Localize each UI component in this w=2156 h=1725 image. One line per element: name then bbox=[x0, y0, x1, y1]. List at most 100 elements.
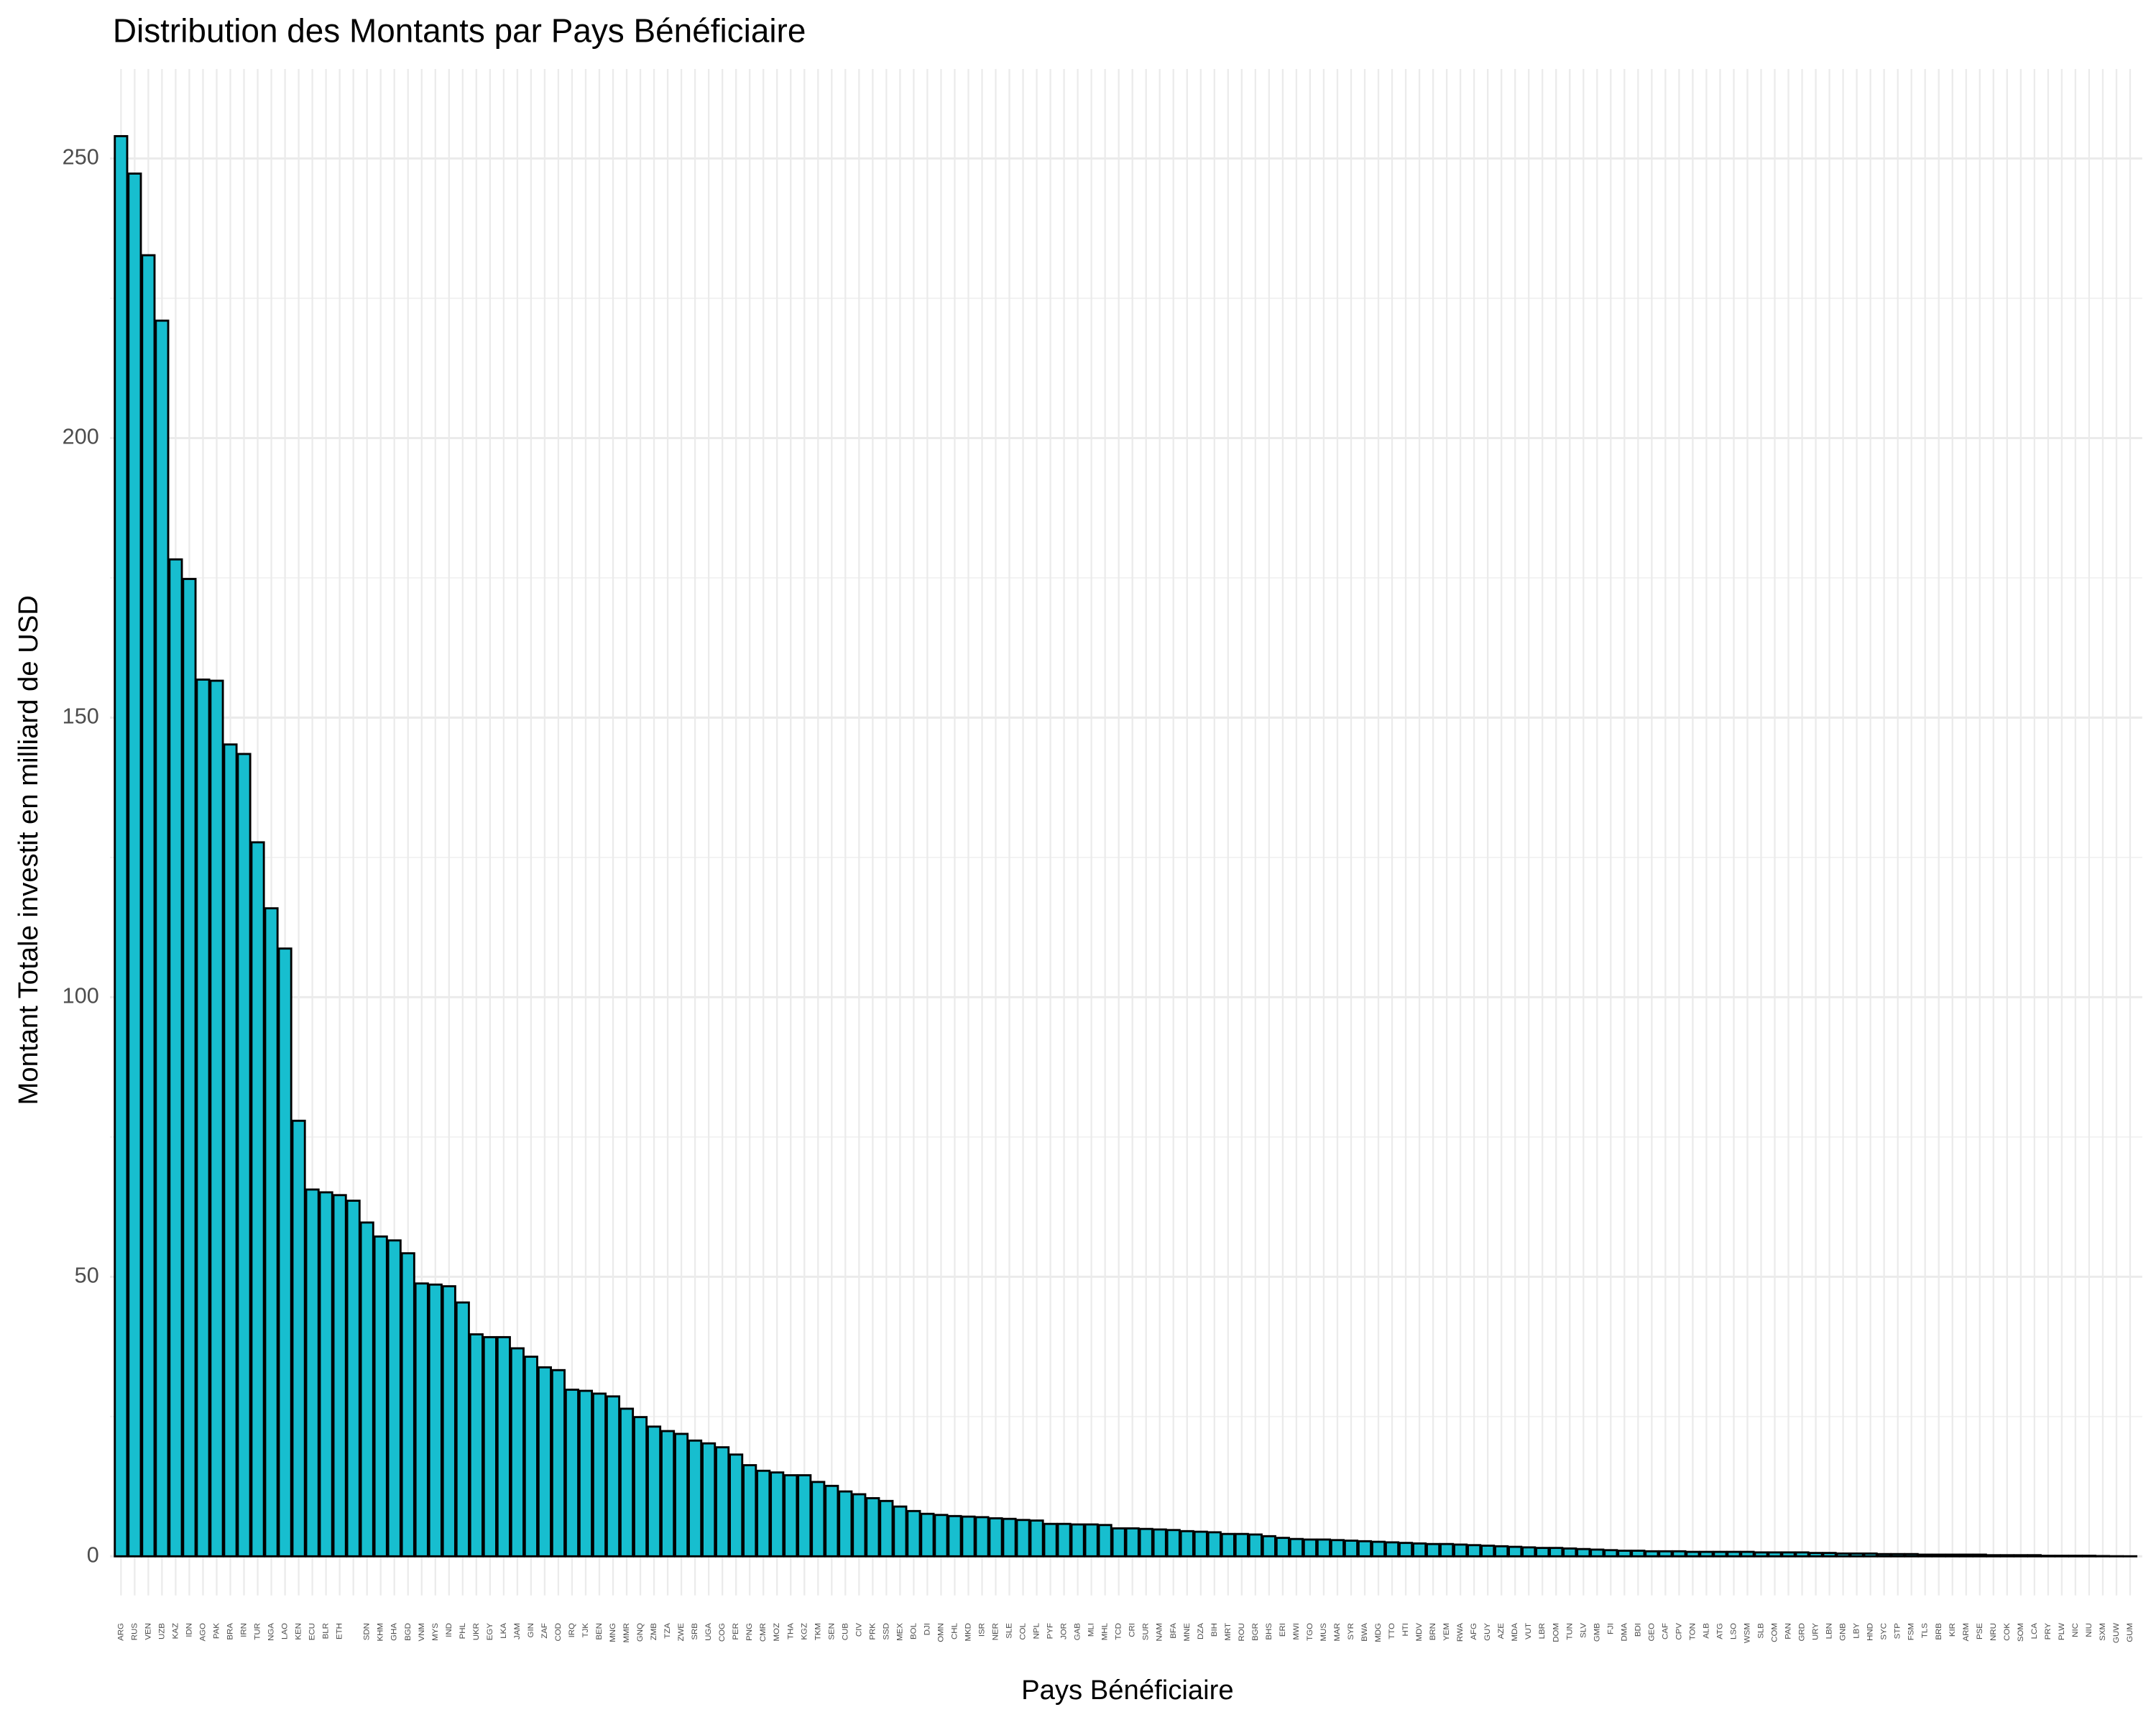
bar bbox=[277, 947, 292, 1558]
bar bbox=[223, 743, 238, 1558]
x-tick-label: LCA bbox=[2030, 1623, 2039, 1639]
x-tick-label: COK bbox=[2003, 1623, 2012, 1641]
bar bbox=[537, 1366, 552, 1558]
x-tick-label: MYS bbox=[431, 1623, 440, 1641]
bar bbox=[2040, 1555, 2055, 1558]
bar bbox=[564, 1389, 580, 1558]
x-tick-label: SLE bbox=[1005, 1623, 1014, 1639]
x-tick-label: SOM bbox=[2017, 1623, 2025, 1642]
x-tick-label: BGD bbox=[404, 1623, 413, 1641]
x-tick-label: BGR bbox=[1251, 1623, 1260, 1641]
x-tick-label: MDA bbox=[1511, 1623, 1519, 1642]
x-tick-label: MDV bbox=[1415, 1623, 1424, 1642]
x-tick-label: MOZ bbox=[773, 1623, 781, 1641]
bar bbox=[1521, 1546, 1537, 1558]
bar bbox=[688, 1439, 703, 1558]
x-tick-label: MDG bbox=[1374, 1623, 1383, 1642]
x-tick-label: NIC bbox=[2071, 1623, 2080, 1637]
bar bbox=[523, 1356, 538, 1558]
x-tick-label: PRY bbox=[2044, 1623, 2053, 1640]
x-tick-label: BFA bbox=[1169, 1623, 1178, 1639]
bar bbox=[2054, 1555, 2069, 1558]
x-tick-label: JAM bbox=[513, 1623, 522, 1639]
x-tick-label: MAR bbox=[1333, 1623, 1342, 1642]
x-tick-label: EGY bbox=[486, 1623, 494, 1641]
bar bbox=[441, 1285, 456, 1558]
x-tick-label: RUS bbox=[130, 1623, 139, 1641]
bar bbox=[838, 1490, 853, 1558]
x-tick-label: PRK bbox=[868, 1623, 877, 1640]
bar bbox=[1207, 1531, 1222, 1558]
x-tick-label: TTO bbox=[1388, 1623, 1396, 1639]
x-tick-label: GRD bbox=[1798, 1623, 1807, 1642]
x-tick-label: SEN bbox=[827, 1623, 836, 1640]
x-tick-label: GAB bbox=[1074, 1623, 1082, 1641]
y-axis-label: Montant Totale investit en milliard de U… bbox=[13, 595, 44, 1105]
x-tick-label: ROU bbox=[1238, 1623, 1246, 1642]
x-tick-label: KGZ bbox=[800, 1623, 808, 1640]
x-tick-label: BDI bbox=[1634, 1623, 1642, 1637]
x-tick-label: ALB bbox=[1702, 1623, 1710, 1639]
x-tick-label: UZB bbox=[157, 1623, 166, 1639]
bar bbox=[1316, 1538, 1331, 1558]
x-tick-label: TJK bbox=[581, 1623, 590, 1638]
x-tick-label: MMR bbox=[622, 1623, 631, 1642]
x-tick-label: LAO bbox=[281, 1623, 290, 1639]
bar bbox=[1644, 1550, 1659, 1558]
bar bbox=[332, 1194, 347, 1558]
bar bbox=[482, 1335, 497, 1558]
x-tick-label: SLB bbox=[1757, 1623, 1766, 1639]
bar bbox=[1958, 1553, 1973, 1558]
bar bbox=[1767, 1551, 1782, 1558]
x-tick-label: BIH bbox=[1210, 1623, 1219, 1637]
bar bbox=[605, 1395, 621, 1558]
x-tick-label: ZWE bbox=[677, 1623, 686, 1642]
bar bbox=[1152, 1528, 1167, 1558]
x-tick-label: BRB bbox=[1935, 1623, 1943, 1640]
bar bbox=[1399, 1542, 1414, 1558]
bar bbox=[414, 1282, 429, 1558]
bar bbox=[947, 1514, 962, 1558]
bar bbox=[633, 1416, 648, 1558]
x-tick-label: THA bbox=[786, 1623, 795, 1639]
bar bbox=[893, 1505, 908, 1558]
bar bbox=[1138, 1527, 1153, 1558]
bar bbox=[674, 1432, 689, 1558]
x-tick-label: GNB bbox=[1839, 1623, 1848, 1641]
bar bbox=[114, 134, 129, 1558]
bar bbox=[797, 1474, 812, 1558]
x-tick-label: MLI bbox=[1087, 1623, 1096, 1637]
bar bbox=[387, 1239, 402, 1558]
bar bbox=[1917, 1553, 1932, 1558]
x-tick-label: LBN bbox=[1825, 1623, 1834, 1639]
bar bbox=[1193, 1530, 1208, 1558]
x-tick-label: CRI bbox=[1128, 1623, 1137, 1637]
bar bbox=[1603, 1549, 1618, 1558]
bar bbox=[1726, 1550, 1741, 1558]
x-tick-label: MEX bbox=[895, 1623, 904, 1641]
bar bbox=[591, 1392, 607, 1558]
bar bbox=[1412, 1542, 1427, 1558]
bar bbox=[1166, 1529, 1181, 1558]
x-tick-label: TCD bbox=[1115, 1623, 1123, 1640]
bar bbox=[1370, 1540, 1386, 1558]
bar bbox=[1248, 1533, 1263, 1558]
x-tick-label: LKA bbox=[499, 1623, 508, 1639]
x-tick-label: PHL bbox=[459, 1623, 467, 1639]
bar bbox=[1480, 1545, 1496, 1558]
bar bbox=[1617, 1550, 1632, 1558]
bar bbox=[1535, 1547, 1550, 1558]
bar bbox=[2027, 1554, 2042, 1558]
bar bbox=[1343, 1540, 1359, 1558]
bar bbox=[1685, 1550, 1700, 1558]
x-tick-label: MRT bbox=[1224, 1623, 1233, 1641]
bar bbox=[1590, 1548, 1605, 1558]
bar bbox=[1467, 1544, 1482, 1558]
x-tick-label: IDN bbox=[185, 1623, 193, 1637]
bar bbox=[1426, 1542, 1441, 1558]
x-tick-label: URY bbox=[1812, 1623, 1820, 1640]
bar bbox=[359, 1221, 374, 1558]
bar bbox=[1029, 1519, 1044, 1558]
x-tick-label: DJI bbox=[923, 1623, 931, 1635]
